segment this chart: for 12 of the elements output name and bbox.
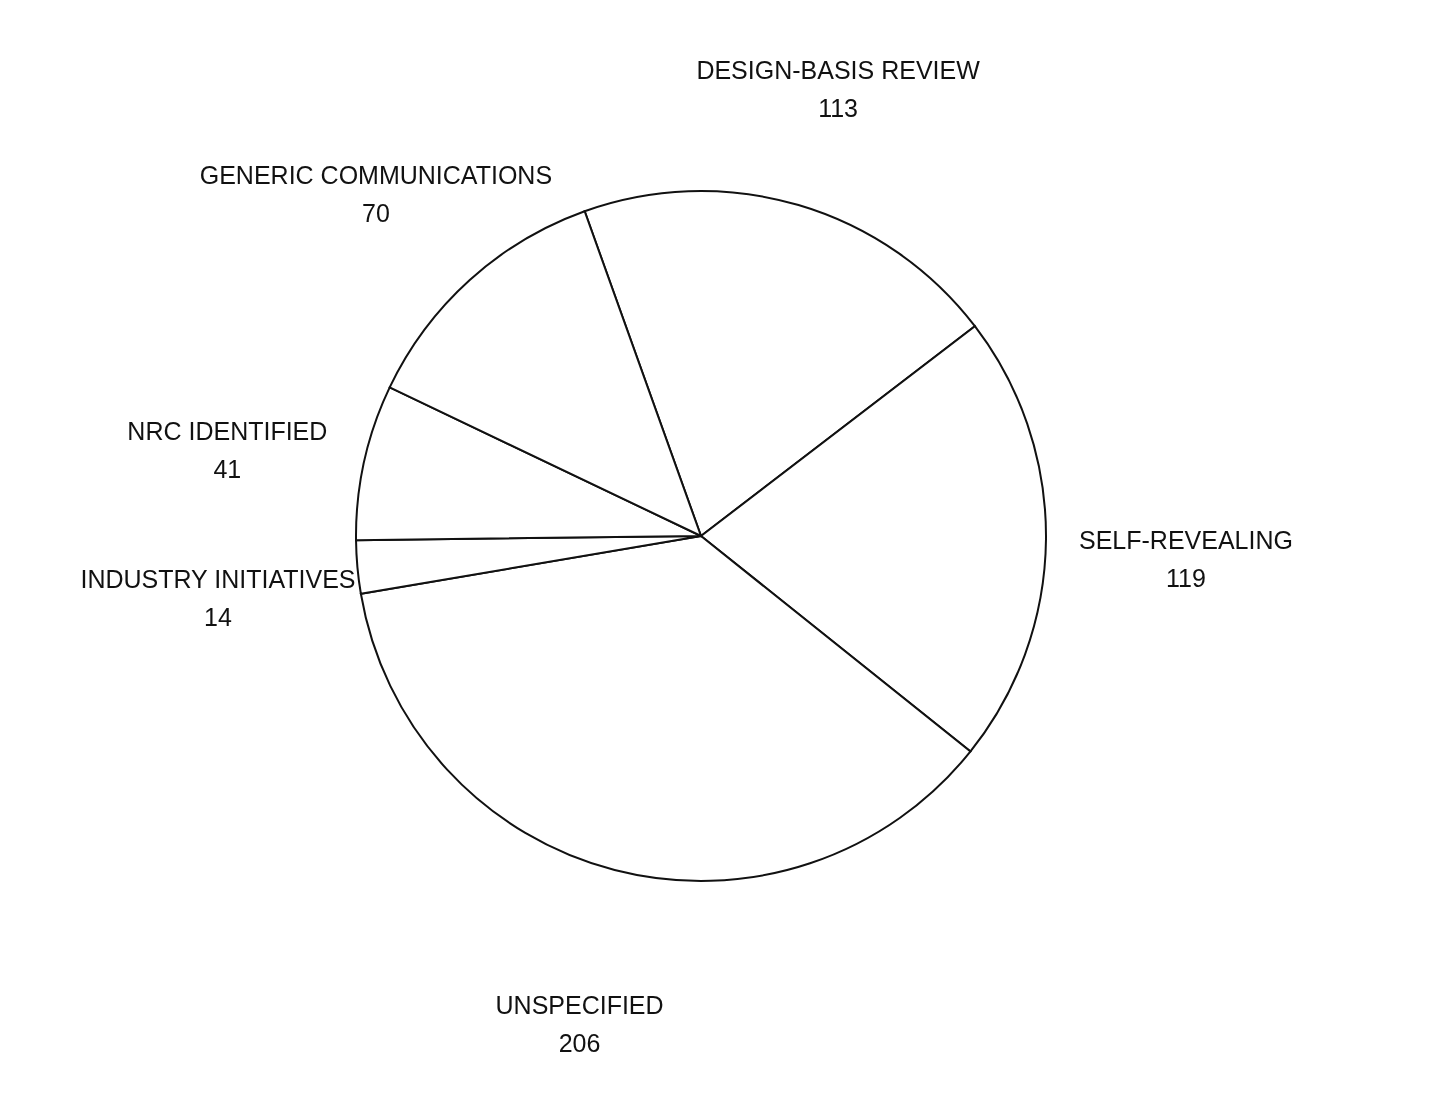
slice-label: DESIGN-BASIS REVIEW	[696, 55, 981, 84]
data-label: 70	[362, 199, 390, 228]
slice-label: NRC IDENTIFIED	[127, 416, 328, 445]
slice-label: GENERIC COMMUNICATIONS	[199, 161, 553, 190]
slice-label: SELF-REVEALING	[1079, 526, 1293, 555]
slice-label: INDUSTRY INITIATIVES	[80, 564, 356, 593]
data-label: 206	[558, 1028, 601, 1057]
slice-label: UNSPECIFIED	[495, 990, 664, 1019]
data-label: 41	[213, 454, 242, 483]
data-label: 113	[818, 93, 859, 122]
data-label: 14	[204, 602, 232, 631]
data-label: 119	[1166, 564, 1206, 593]
